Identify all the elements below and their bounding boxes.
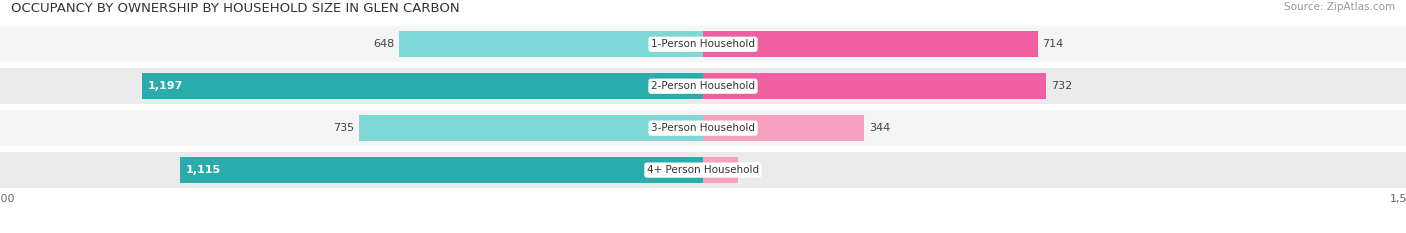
Text: 1,115: 1,115 <box>186 165 221 175</box>
Text: 74: 74 <box>742 165 756 175</box>
Bar <box>142 73 703 99</box>
Text: 735: 735 <box>333 123 354 133</box>
Bar <box>359 115 703 141</box>
Text: 732: 732 <box>1050 81 1071 91</box>
Bar <box>0 152 1406 188</box>
Bar <box>703 157 738 183</box>
Bar <box>399 31 703 57</box>
Bar <box>703 115 865 141</box>
Text: 2-Person Household: 2-Person Household <box>651 81 755 91</box>
Bar <box>0 110 1406 146</box>
Bar <box>703 31 1038 57</box>
Text: OCCUPANCY BY OWNERSHIP BY HOUSEHOLD SIZE IN GLEN CARBON: OCCUPANCY BY OWNERSHIP BY HOUSEHOLD SIZE… <box>11 2 460 15</box>
Text: 344: 344 <box>869 123 890 133</box>
Text: Source: ZipAtlas.com: Source: ZipAtlas.com <box>1284 2 1395 12</box>
Text: 648: 648 <box>374 39 395 49</box>
Text: 1,197: 1,197 <box>148 81 183 91</box>
Bar <box>0 69 1406 104</box>
Text: 1-Person Household: 1-Person Household <box>651 39 755 49</box>
Bar <box>180 157 703 183</box>
Text: 714: 714 <box>1042 39 1063 49</box>
Bar <box>0 27 1406 62</box>
Text: 3-Person Household: 3-Person Household <box>651 123 755 133</box>
Text: 4+ Person Household: 4+ Person Household <box>647 165 759 175</box>
Bar <box>703 73 1046 99</box>
